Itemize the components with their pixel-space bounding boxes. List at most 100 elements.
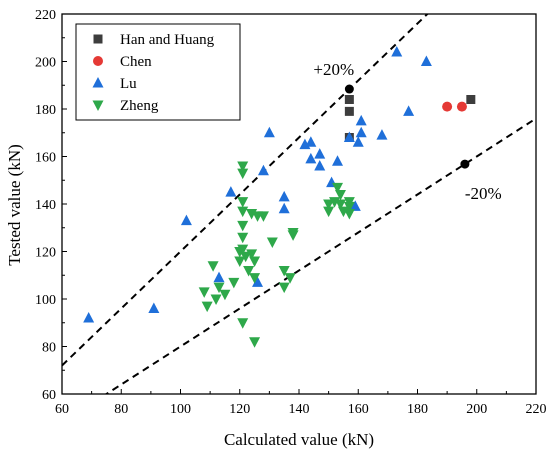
data-point-lu <box>252 276 264 287</box>
y-tick-label: 60 <box>42 388 56 403</box>
data-point-lu <box>305 136 317 147</box>
data-point-zheng <box>243 266 255 277</box>
data-point-zheng <box>207 261 219 272</box>
y-tick-label: 160 <box>35 151 56 166</box>
data-point-zheng <box>237 318 249 329</box>
data-point-zheng <box>237 197 249 208</box>
data-point-lu <box>180 214 192 226</box>
legend-label-zheng: Zheng <box>120 98 159 114</box>
data-point-lu <box>148 302 160 313</box>
reference-label-plus20: +20% <box>313 60 354 79</box>
data-point-chen <box>456 101 467 112</box>
data-point-zheng <box>237 161 249 172</box>
data-point-lu <box>355 126 367 138</box>
x-tick-label: 200 <box>466 402 487 417</box>
data-point-zheng <box>332 182 344 194</box>
data-point-lu <box>314 148 326 159</box>
data-point-lu <box>225 186 237 197</box>
y-tick-label: 200 <box>35 56 56 71</box>
reference-marker-plus20 <box>344 84 354 94</box>
x-tick-label: 220 <box>526 402 547 417</box>
y-tick-label: 100 <box>35 293 56 308</box>
data-point-lu <box>257 164 269 176</box>
data-point-zheng <box>266 237 278 248</box>
data-point-zheng <box>334 190 346 201</box>
y-tick-label: 180 <box>35 103 56 118</box>
data-point-zheng <box>246 249 258 260</box>
data-point-lu <box>343 131 355 142</box>
data-point-han-and-huang <box>344 106 354 116</box>
data-point-zheng <box>334 199 346 210</box>
y-tick-label: 120 <box>35 246 56 261</box>
data-point-zheng <box>213 282 225 294</box>
data-point-lu <box>213 271 225 283</box>
data-point-lu <box>278 202 290 214</box>
legend-marker-zheng <box>92 100 104 111</box>
legend-marker-chen <box>93 56 103 66</box>
data-point-zheng <box>343 201 355 213</box>
x-tick-label: 160 <box>348 402 369 417</box>
legend-label-chen: Chen <box>120 54 152 70</box>
data-point-zheng <box>237 220 249 232</box>
data-point-zheng <box>198 287 210 298</box>
x-tick-label: 140 <box>289 402 310 417</box>
y-axis-title: Tested value (kN) <box>5 144 24 266</box>
axes: 60 80 100 120 140 160 180 200 220 60 80 100 120 140 16… <box>35 8 547 417</box>
x-tick-label: 60 <box>55 402 69 417</box>
x-tick-label: 80 <box>114 402 128 417</box>
data-point-lu <box>352 136 364 147</box>
legend-label-lu: Lu <box>120 76 137 92</box>
data-point-zheng <box>278 266 290 277</box>
reference-line-minus20 <box>104 117 536 394</box>
data-point-zheng <box>234 256 246 267</box>
legend: Han and Huang Chen Lu Zheng <box>75 23 241 121</box>
data-point-lu <box>314 160 326 171</box>
legend-label-han-and-huang: Han and Huang <box>120 32 215 48</box>
plot-layer: +20% -20% <box>62 14 536 394</box>
legend-marker-lu <box>92 77 104 88</box>
data-point-zheng <box>228 277 240 289</box>
data-point-chen <box>442 101 453 112</box>
data-point-zheng <box>257 211 269 222</box>
data-point-han-and-huang <box>344 95 354 104</box>
reference-lines <box>62 14 536 394</box>
data-point-zheng <box>201 301 213 313</box>
data-point-lu <box>355 114 367 126</box>
data-point-zheng <box>343 209 355 220</box>
reference-line-plus20 <box>62 14 429 367</box>
data-point-zheng <box>219 289 231 301</box>
data-point-zheng <box>237 168 249 180</box>
y-tick-label: 80 <box>42 341 56 356</box>
x-tick-label: 180 <box>407 402 428 417</box>
series-zheng <box>198 161 355 348</box>
series-chen <box>442 101 467 112</box>
data-point-zheng <box>249 256 261 267</box>
reference-marker-minus20 <box>460 159 470 169</box>
data-point-lu <box>305 152 317 164</box>
data-point-zheng <box>278 282 290 294</box>
reference-label-minus20: -20% <box>465 184 502 203</box>
data-point-zheng <box>237 244 249 256</box>
y-tick-label: 140 <box>35 198 56 213</box>
data-point-han-and-huang <box>466 95 476 104</box>
data-point-lu <box>376 129 388 140</box>
data-point-zheng <box>287 230 299 241</box>
data-point-lu <box>403 105 415 116</box>
legend-box <box>75 23 241 121</box>
x-tick-label: 100 <box>170 402 191 417</box>
data-point-lu <box>349 200 361 211</box>
data-point-lu <box>332 155 344 166</box>
data-point-lu <box>83 312 95 323</box>
data-point-lu <box>263 126 275 138</box>
data-point-lu <box>391 46 403 57</box>
data-point-zheng <box>323 199 335 210</box>
series-lu <box>83 46 432 323</box>
data-point-zheng <box>237 232 249 244</box>
data-point-lu <box>420 55 432 66</box>
data-point-zheng <box>249 273 261 284</box>
data-point-zheng <box>284 273 296 284</box>
x-tick-label: 120 <box>229 402 250 417</box>
data-point-zheng <box>323 206 335 218</box>
data-point-zheng <box>237 206 249 218</box>
